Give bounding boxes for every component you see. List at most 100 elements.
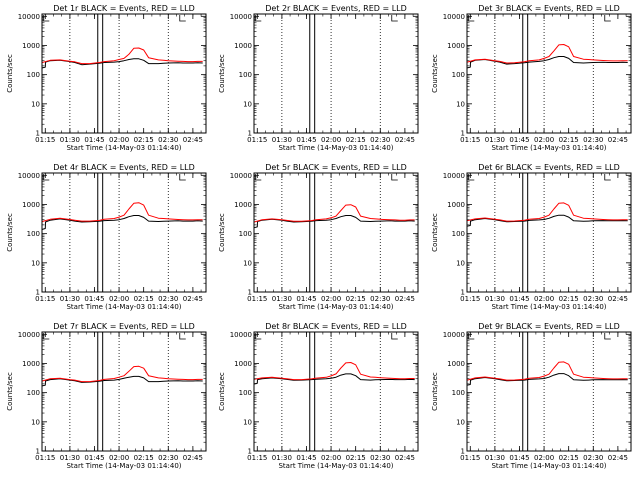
interval-bracket-marker: [604, 174, 611, 181]
x-tick-label: 02:15: [134, 295, 154, 303]
interval-bracket-marker: [179, 174, 186, 181]
x-tick-label: 01:45: [509, 454, 529, 462]
detector-panel-9: Det 9r BLACK = Events, RED = LLD 1 10 100 10…: [431, 322, 632, 470]
interval-bracket-marker: [604, 15, 611, 22]
x-tick-label: 01:15: [35, 454, 55, 462]
x-tick-label: 02:15: [134, 454, 154, 462]
x-tick-label: 01:30: [60, 454, 80, 462]
y-tick-label: 10: [243, 100, 252, 108]
y-tick-label: 1000: [234, 42, 252, 50]
y-tick-label: 1000: [447, 201, 465, 209]
x-tick-label: 01:30: [60, 295, 80, 303]
events-series-line: [42, 215, 203, 230]
x-tick-label: 01:45: [296, 454, 316, 462]
x-tick-label: 01:15: [247, 136, 267, 144]
x-tick-label: 01:45: [84, 136, 104, 144]
x-tick-label: 02:00: [321, 454, 341, 462]
x-axis-label: Start Time (14-May-03 01:14:40): [491, 303, 606, 311]
y-axis-label: Counts/sec: [6, 54, 14, 93]
lld-series-line: [42, 365, 203, 383]
plot-frame: [253, 331, 419, 452]
panel-title: Det 5r BLACK = Events, RED = LLD: [265, 163, 407, 172]
x-tick-label: 02:00: [321, 295, 341, 303]
x-tick-label: 02:30: [158, 136, 178, 144]
y-axis-label: Counts/sec: [218, 54, 226, 93]
y-tick-label: 1000: [234, 360, 252, 368]
y-tick-label: 10000: [230, 331, 252, 339]
x-tick-label: 01:30: [485, 454, 505, 462]
x-tick-label: 02:00: [109, 295, 129, 303]
x-tick-label: 02:45: [608, 136, 628, 144]
x-tick-label: 01:45: [509, 295, 529, 303]
x-tick-label: 02:15: [346, 454, 366, 462]
x-axis-label: Start Time (14-May-03 01:14:40): [66, 144, 181, 152]
y-tick-label: 10: [243, 259, 252, 267]
x-tick-label: 01:15: [460, 295, 480, 303]
x-tick-label: 02:15: [559, 136, 579, 144]
x-tick-label: 02:30: [583, 136, 603, 144]
lld-series-line: [42, 202, 203, 222]
panel-title: Det 4r BLACK = Events, RED = LLD: [53, 163, 195, 172]
x-tick-label: 01:15: [35, 295, 55, 303]
y-tick-label: 100: [452, 71, 465, 79]
x-tick-label: 02:00: [109, 136, 129, 144]
y-tick-label: 1000: [22, 201, 40, 209]
lld-series-line: [254, 204, 415, 223]
interval-bracket-marker: [254, 15, 262, 22]
interval-bracket-marker: [467, 15, 475, 22]
y-tick-label: 1000: [447, 42, 465, 50]
x-tick-label: 02:00: [534, 295, 554, 303]
panel-title: Det 6r BLACK = Events, RED = LLD: [478, 163, 620, 172]
x-tick-label: 02:30: [583, 295, 603, 303]
x-axis-label: Start Time (14-May-03 01:14:40): [491, 462, 606, 470]
y-tick-label: 100: [27, 230, 40, 238]
detector-panel-8: Det 8r BLACK = Events, RED = LLD 1 10 100 10…: [218, 322, 419, 470]
x-tick-label: 01:15: [247, 295, 267, 303]
y-tick-label: 10000: [230, 13, 252, 21]
y-tick-label: 100: [239, 230, 252, 238]
plot-frame: [466, 172, 632, 293]
y-axis-label: Counts/sec: [6, 372, 14, 411]
plot-frame: [466, 13, 632, 134]
x-tick-label: 01:30: [485, 295, 505, 303]
events-series-line: [467, 214, 628, 227]
x-tick-label: 01:30: [272, 136, 292, 144]
y-tick-label: 10000: [18, 331, 40, 339]
detector-panel-3: Det 3r BLACK = Events, RED = LLD 1 10 100 10…: [431, 4, 632, 152]
x-tick-label: 01:15: [460, 454, 480, 462]
x-tick-label: 02:00: [321, 136, 341, 144]
y-tick-label: 10: [31, 418, 40, 426]
interval-bracket-marker: [467, 174, 475, 181]
y-tick-label: 1000: [22, 42, 40, 50]
events-series-line: [467, 56, 628, 69]
x-tick-label: 01:45: [84, 454, 104, 462]
plot-frame: [253, 13, 419, 134]
events-series-line: [254, 215, 415, 229]
y-tick-label: 1: [461, 130, 465, 138]
x-tick-label: 01:45: [84, 295, 104, 303]
x-tick-label: 02:30: [158, 295, 178, 303]
y-tick-label: 100: [27, 71, 40, 79]
y-tick-label: 10000: [443, 13, 465, 21]
y-tick-label: 10: [456, 418, 465, 426]
detector-panel-5: Det 5r BLACK = Events, RED = LLD 1 10 100 10…: [218, 163, 419, 311]
y-tick-label: 1000: [447, 360, 465, 368]
lld-series-line: [467, 361, 628, 381]
y-axis-label: Counts/sec: [431, 54, 439, 93]
interval-bracket-marker: [179, 15, 186, 22]
y-tick-label: 10: [456, 259, 465, 267]
lld-series-line: [467, 202, 628, 222]
events-series-line: [254, 373, 415, 385]
x-tick-label: 02:30: [370, 136, 390, 144]
detector-panel-1: Det 1r BLACK = Events, RED = LLD 1 10 100 10…: [6, 4, 207, 152]
panel-title: Det 7r BLACK = Events, RED = LLD: [53, 322, 195, 331]
interval-bracket-marker: [254, 174, 262, 181]
y-tick-label: 10: [31, 259, 40, 267]
x-axis-label: Start Time (14-May-03 01:14:40): [491, 144, 606, 152]
x-axis-label: Start Time (14-May-03 01:14:40): [278, 303, 393, 311]
events-series-line: [467, 373, 628, 386]
plot-frame: [41, 172, 207, 293]
x-tick-label: 02:45: [395, 295, 415, 303]
x-tick-label: 02:30: [158, 454, 178, 462]
y-tick-label: 1000: [234, 201, 252, 209]
